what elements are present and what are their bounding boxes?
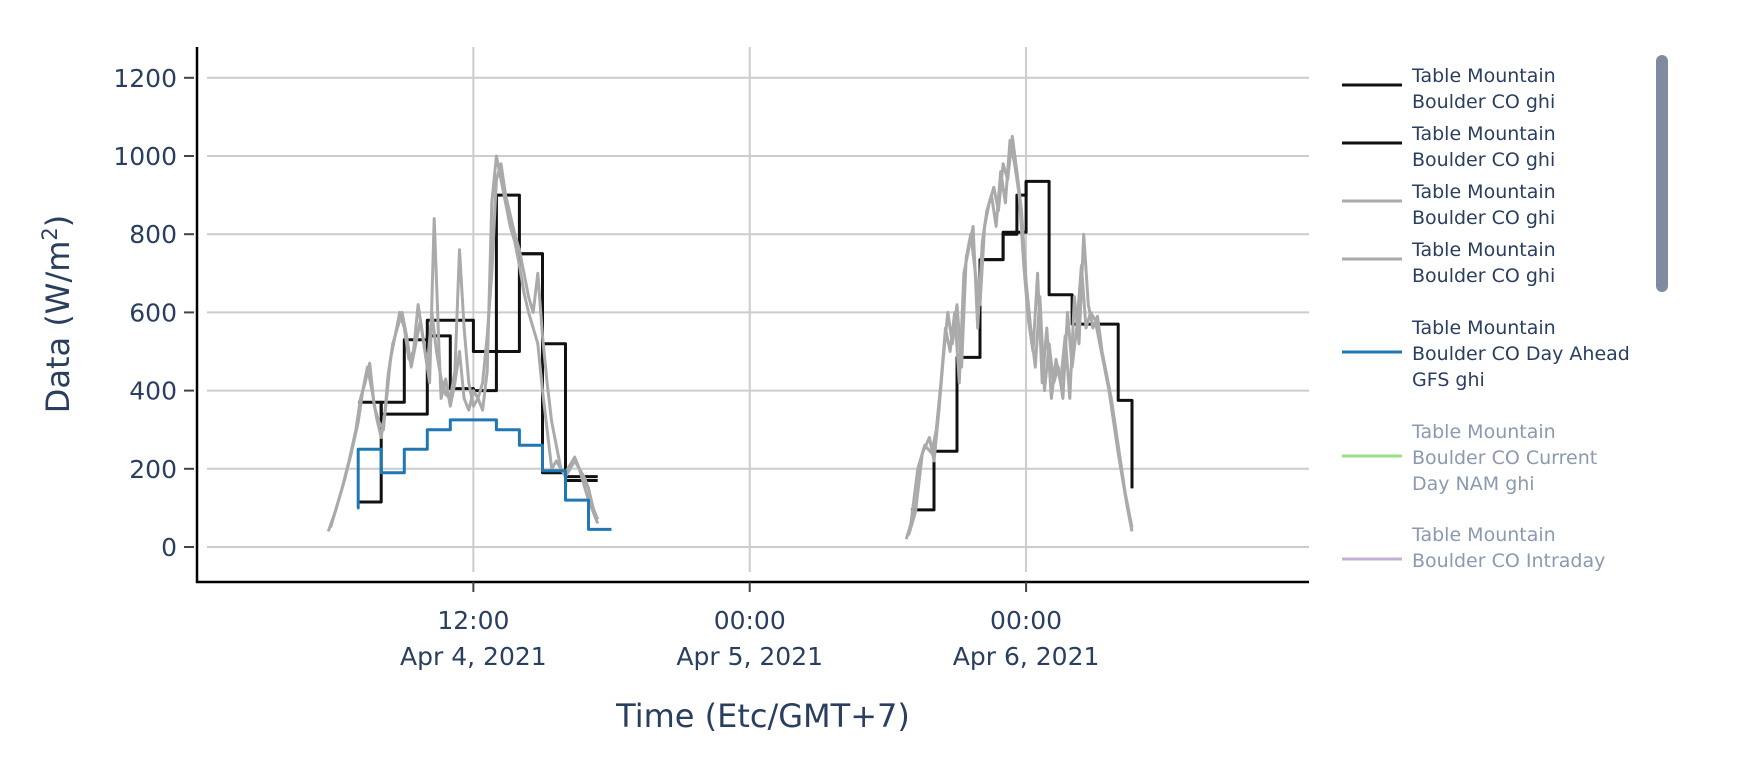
y-axis-ticks: 0 200 400 600 800 1000 1200 bbox=[113, 64, 194, 562]
legend-label: GFS ghi bbox=[1412, 369, 1485, 391]
series-trace-4[interactable] bbox=[356, 418, 612, 531]
legend-scrollbar[interactable] bbox=[1656, 55, 1668, 292]
legend-label: Boulder CO Current bbox=[1412, 447, 1597, 469]
y-tick-label: 600 bbox=[129, 298, 177, 327]
legend-item[interactable]: Table Mountain Boulder CO Day Ahead GFS gh… bbox=[1342, 317, 1630, 391]
y-tick-label: 200 bbox=[129, 455, 177, 484]
y-tick-label: 800 bbox=[129, 220, 177, 249]
y-tick-label: 1000 bbox=[113, 142, 177, 171]
legend-label: Boulder CO ghi bbox=[1412, 149, 1555, 171]
legend-item[interactable]: Table Mountain Boulder CO Intraday bbox=[1342, 524, 1605, 572]
legend-label: Table Mountain bbox=[1411, 421, 1556, 443]
legend-label: Table Mountain bbox=[1411, 239, 1556, 261]
series-traces bbox=[326, 134, 1134, 540]
y-tick-label: 1200 bbox=[113, 64, 177, 93]
y-axis-title-superscript: 2 bbox=[38, 227, 62, 240]
x-tick-time: 00:00 bbox=[714, 606, 786, 635]
x-tick-time: 00:00 bbox=[990, 606, 1062, 635]
legend-label: Boulder CO Day Ahead bbox=[1412, 343, 1630, 365]
series-trace-3[interactable] bbox=[907, 134, 1134, 536]
legend-label: Table Mountain bbox=[1411, 524, 1556, 546]
legend-item[interactable]: Table Mountain Boulder CO ghi bbox=[1342, 239, 1556, 287]
gridlines bbox=[207, 47, 1309, 572]
x-tick-date: Apr 6, 2021 bbox=[953, 642, 1100, 671]
legend-item[interactable]: Table Mountain Boulder CO ghi bbox=[1342, 181, 1556, 229]
legend-label: Boulder CO ghi bbox=[1412, 207, 1555, 229]
legend-item[interactable]: Table Mountain Boulder CO ghi bbox=[1342, 65, 1556, 113]
x-tick-time: 12:00 bbox=[437, 606, 509, 635]
legend-label: Table Mountain bbox=[1411, 181, 1556, 203]
series-trace-2[interactable] bbox=[326, 154, 600, 532]
legend-label: Table Mountain bbox=[1411, 65, 1556, 87]
series-trace-0[interactable] bbox=[910, 179, 1134, 512]
y-tick-label: 400 bbox=[129, 377, 177, 406]
legend-label: Table Mountain bbox=[1411, 123, 1556, 145]
x-tick-date: Apr 4, 2021 bbox=[400, 642, 547, 671]
y-axis-title: Data (W/m2) bbox=[38, 215, 77, 414]
x-axis-ticks: 12:00 Apr 4, 2021 00:00 Apr 5, 2021 00:00 Apr… bbox=[400, 582, 1099, 671]
series-trace-3[interactable] bbox=[329, 162, 600, 528]
legend-label: Boulder CO ghi bbox=[1412, 91, 1555, 113]
y-axis-title-main: Data (W/m bbox=[39, 241, 77, 414]
series-trace-1[interactable] bbox=[358, 252, 598, 504]
legend-label: Boulder CO Intraday bbox=[1412, 550, 1605, 572]
legend-item[interactable]: Table Mountain Boulder CO ghi bbox=[1342, 123, 1556, 171]
legend-label: Boulder CO ghi bbox=[1412, 265, 1555, 287]
legend-label: Day NAM ghi bbox=[1412, 473, 1535, 495]
x-axis-title: Time (Etc/GMT+7) bbox=[615, 697, 910, 735]
axes bbox=[195, 47, 1309, 584]
y-tick-label: 0 bbox=[161, 533, 177, 562]
y-axis-title-end: ) bbox=[39, 215, 77, 227]
legend-item[interactable]: Table Mountain Boulder CO Current Day NAM … bbox=[1342, 421, 1597, 495]
series-trace-1[interactable] bbox=[980, 181, 1028, 262]
legend-label: Table Mountain bbox=[1411, 317, 1556, 339]
x-tick-date: Apr 5, 2021 bbox=[676, 642, 823, 671]
